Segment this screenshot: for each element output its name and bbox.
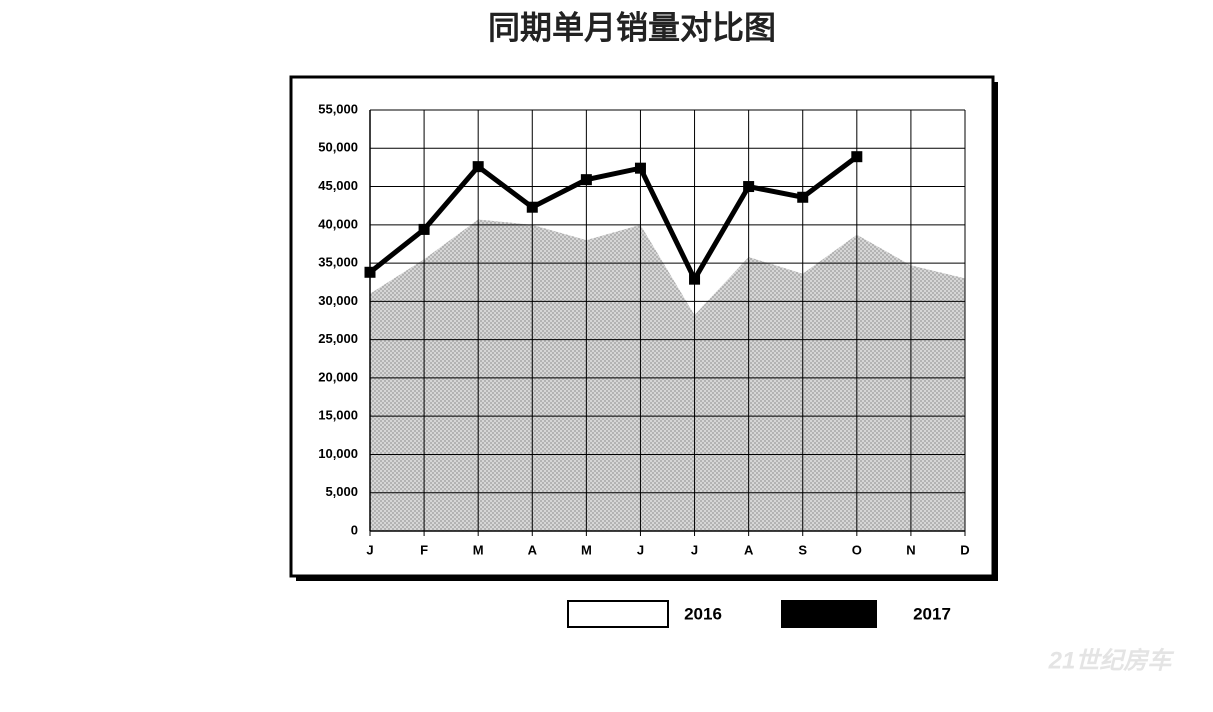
marker <box>689 273 701 285</box>
legend-swatch <box>567 600 669 628</box>
x-tick-label: N <box>906 542 915 557</box>
chart-title: 同期单月销量对比图 <box>488 9 776 45</box>
y-tick-label: 50,000 <box>318 140 358 155</box>
y-tick-label: 45,000 <box>318 178 358 193</box>
marker <box>418 223 430 235</box>
x-tick-label: M <box>473 542 484 557</box>
marker <box>526 201 538 213</box>
area <box>370 219 965 531</box>
x-tick-label: S <box>798 542 807 557</box>
x-tick-label: J <box>366 542 373 557</box>
marker <box>580 174 592 186</box>
legend-label: 2017 <box>913 604 951 623</box>
y-tick-label: 30,000 <box>318 293 358 308</box>
x-tick-label: M <box>581 542 592 557</box>
marker <box>472 161 484 173</box>
marker <box>797 191 809 203</box>
y-tick-label: 0 <box>351 522 358 537</box>
x-tick-label: O <box>852 542 862 557</box>
line <box>368 154 859 285</box>
legend-swatch <box>781 600 877 628</box>
y-tick-label: 35,000 <box>318 255 358 270</box>
marker <box>634 162 646 174</box>
plot-area: 0 5,000 10,000 15,000 20,000 25,000 30,000 35,0… <box>318 101 969 557</box>
y-tick-label: 40,000 <box>318 216 358 231</box>
x-tick-label: F <box>420 542 428 557</box>
x-tick-label: J <box>691 542 698 557</box>
legend-label: 2016 <box>684 604 722 623</box>
x-tick-label: A <box>744 542 754 557</box>
y-tick-label: 15,000 <box>318 408 358 423</box>
x-tick-label: J <box>637 542 644 557</box>
x-tick-label: D <box>960 542 969 557</box>
marker <box>851 151 863 163</box>
y-tick-label: 55,000 <box>318 101 358 116</box>
y-tick-label: 10,000 <box>318 446 358 461</box>
x-tick-label: A <box>528 542 538 557</box>
watermark: 21世纪房车 <box>1048 647 1175 674</box>
y-tick-label: 25,000 <box>318 331 358 346</box>
marker <box>743 181 755 193</box>
y-tick-label: 5,000 <box>325 484 358 499</box>
y-tick-label: 20,000 <box>318 369 358 384</box>
marker <box>364 266 376 278</box>
